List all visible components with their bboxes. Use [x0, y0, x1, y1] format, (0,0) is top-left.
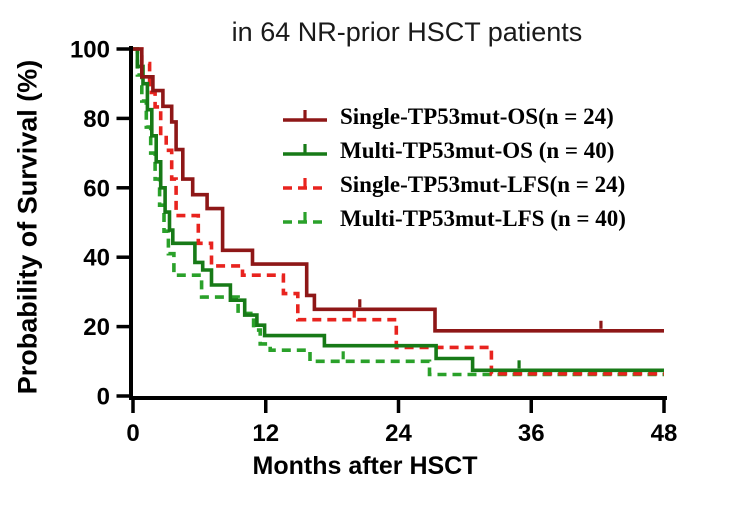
legend-item-multi-tp53mut-os: Multi-TP53mut-OS (n = 40) [281, 134, 626, 168]
legend-label: Multi-TP53mut-LFS (n = 40) [340, 206, 626, 231]
legend: Single-TP53mut-OS(n = 24) Multi-TP53mut-O… [281, 100, 626, 236]
multi-tp53mut-os-curve [133, 47, 664, 373]
legend-marker-solid-line [283, 110, 327, 122]
y-tick-label: 0 [97, 384, 110, 411]
x-tick-label: 24 [385, 420, 412, 447]
y-tick-label: 100 [70, 37, 110, 64]
chart-title: in 64 NR-prior HSCT patients [231, 17, 583, 47]
y-tick-label: 60 [83, 175, 110, 202]
legend-label: Single-TP53mut-LFS(n = 24) [340, 172, 626, 197]
single-tp53mut-os-curve [133, 47, 664, 333]
y-tick-label: 20 [83, 314, 110, 341]
x-axis-title: Months after HSCT [252, 452, 478, 480]
legend-label: Multi-TP53mut-OS (n = 40) [340, 138, 615, 163]
x-tick-label: 48 [651, 420, 678, 447]
multi-tp53mut-lfs-curve [133, 47, 664, 377]
legend-item-single-tp53mut-lfs: Single-TP53mut-LFS(n = 24) [281, 168, 626, 202]
legend-marker-dashed-line [283, 212, 327, 224]
y-axis-title: Probability of Survival (%) [12, 59, 43, 395]
y-tick-label: 40 [83, 245, 110, 272]
legend-item-multi-tp53mut-lfs: Multi-TP53mut-LFS (n = 40) [281, 202, 626, 236]
legend-label: Single-TP53mut-OS(n = 24) [340, 104, 614, 129]
x-tick-label: 0 [126, 420, 139, 447]
legend-marker-solid-line [283, 144, 327, 156]
legend-marker-dashed-line [283, 178, 327, 190]
y-tick-label: 80 [83, 106, 110, 133]
x-tick-label: 12 [252, 420, 279, 447]
x-tick-label: 36 [518, 420, 545, 447]
legend-item-single-tp53mut-os: Single-TP53mut-OS(n = 24) [281, 100, 626, 134]
